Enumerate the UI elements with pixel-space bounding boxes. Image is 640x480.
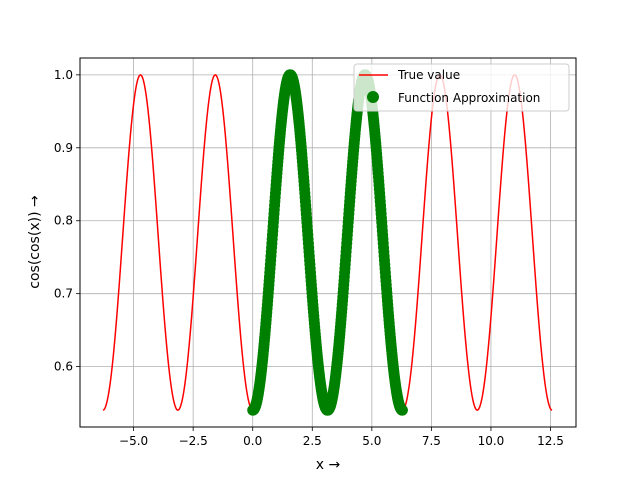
y-tick-label: 1.0: [54, 68, 73, 82]
x-axis-label: x →: [316, 457, 341, 473]
x-tick-label: 0.0: [243, 434, 262, 448]
x-tick-label: 12.5: [537, 434, 564, 448]
y-tick-label: 0.8: [54, 214, 73, 228]
approximation-point: [396, 404, 408, 416]
y-axis-label: cos(cos(x)) →: [27, 195, 43, 289]
legend-approximation-swatch: [367, 91, 379, 103]
y-tick-label: 0.7: [54, 287, 73, 301]
y-tick-label: 0.9: [54, 141, 73, 155]
legend-true-value-label: True value: [397, 68, 460, 82]
legend-approximation-label: Function Approximation: [398, 91, 540, 105]
x-tick-label: −2.5: [179, 434, 208, 448]
x-tick-label: 2.5: [303, 434, 322, 448]
plot-frame: [79, 57, 577, 428]
x-tick-label: 7.5: [422, 434, 441, 448]
approximation-points-layer: [247, 69, 408, 416]
axes-ticks: −5.0 −2.5 0.0 2.5 5.0 7.5 10.0 12.5 0.6 0.7 0.8 0.9…: [54, 68, 564, 448]
y-tick-label: 0.6: [54, 360, 73, 374]
x-tick-label: 10.0: [478, 434, 505, 448]
x-tick-label: −5.0: [119, 434, 148, 448]
legend: True value Function Approximation: [353, 63, 570, 112]
legend-box: [353, 63, 570, 112]
x-tick-label: 5.0: [362, 434, 381, 448]
